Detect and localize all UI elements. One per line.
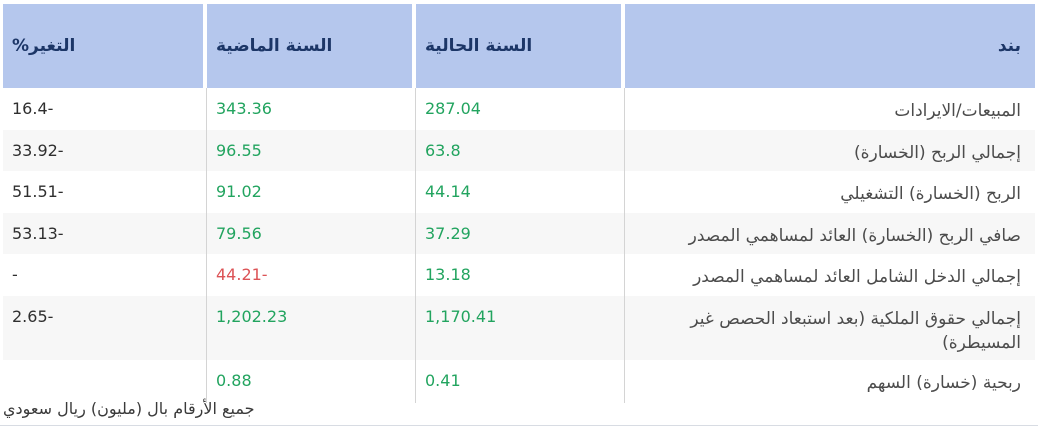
change-percent-value: 2.65- [3,296,207,360]
value-text: 51.51- [12,182,64,201]
row-item-label: إجمالي حقوق الملكية (بعد استبعاد الحصص غ… [690,309,1021,353]
header-change-percent-label: التغير% [12,36,76,56]
table-header-row: بند السنة الحالية السنة الماضية التغير% [3,4,1035,88]
current-year-value: 44.14 [416,171,625,213]
row-item-label: إجمالي الربح (الخسارة) [854,143,1021,163]
current-year-value: 37.29 [416,213,625,254]
value-text: 96.55 [216,141,262,160]
value-text: 0.41 [425,371,461,390]
value-text: 33.92- [12,141,64,160]
value-text: 79.56 [216,224,262,243]
value-text: 343.36 [216,99,272,118]
value-text: 44.21- [216,265,268,284]
value-text: 0.88 [216,371,252,390]
row-item-label: المبيعات/الايرادات [894,101,1021,121]
change-percent-value: 51.51- [3,171,207,213]
change-percent-value: 16.4- [3,88,207,130]
value-text: 13.18 [425,265,471,284]
previous-year-value: 1,202.23 [207,296,416,360]
change-percent-value [3,360,207,403]
previous-year-value: 79.56 [207,213,416,254]
header-item: بند [625,4,1035,88]
header-change-percent: التغير% [3,4,207,88]
value-text: 1,170.41 [425,307,497,326]
header-previous-year: السنة الماضية [207,4,416,88]
table-row-gross-profit: إجمالي الربح (الخسارة) 63.8 96.55 33.92- [3,130,1035,171]
value-text: 44.14 [425,182,471,201]
previous-year-value: 44.21- [207,254,416,296]
current-year-value: 1,170.41 [416,296,625,360]
table-row-comprehensive-income: إجمالي الدخل الشامل العائد لمساهمي المصد… [3,254,1035,296]
current-year-value: 13.18 [416,254,625,296]
row-item-label: الربح (الخسارة) التشغيلي [840,184,1021,204]
row-item-label: إجمالي الدخل الشامل العائد لمساهمي المصد… [693,267,1021,287]
table-row-total-equity: إجمالي حقوق الملكية (بعد استبعاد الحصص غ… [3,296,1035,360]
table-row-revenues: المبيعات/الايرادات 287.04 343.36 16.4- [3,88,1035,130]
units-footnote: جميع الأرقام بال (مليون) ريال سعودي [3,399,255,418]
value-text: 287.04 [425,99,481,118]
value-text: - [12,265,18,284]
financial-summary-table: بند السنة الحالية السنة الماضية التغير% … [3,4,1035,403]
row-item-label: ربحية (خسارة) السهم [866,373,1021,393]
current-year-value: 63.8 [416,130,625,171]
header-previous-year-label: السنة الماضية [216,36,333,56]
previous-year-value: 343.36 [207,88,416,130]
header-current-year: السنة الحالية [416,4,625,88]
previous-year-value: 96.55 [207,130,416,171]
change-percent-value: 53.13- [3,213,207,254]
current-year-value: 287.04 [416,88,625,130]
previous-year-value: 91.02 [207,171,416,213]
table-row-operating-profit: الربح (الخسارة) التشغيلي 44.14 91.02 51.… [3,171,1035,213]
previous-year-value: 0.88 [207,360,416,403]
value-text: 37.29 [425,224,471,243]
row-item-label: صافي الربح (الخسارة) العائد لمساهمي المص… [688,226,1021,246]
value-text: 16.4- [12,99,54,118]
header-current-year-label: السنة الحالية [425,36,533,56]
value-text: 53.13- [12,224,64,243]
table-row-net-profit: صافي الربح (الخسارة) العائد لمساهمي المص… [3,213,1035,254]
current-year-value: 0.41 [416,360,625,403]
change-percent-value: 33.92- [3,130,207,171]
change-percent-value: - [3,254,207,296]
table-row-earnings-per-share: ربحية (خسارة) السهم 0.41 0.88 [3,360,1035,403]
value-text: 63.8 [425,141,461,160]
header-item-label: بند [997,36,1021,56]
value-text: 91.02 [216,182,262,201]
bottom-divider [0,425,1038,426]
value-text: 1,202.23 [216,307,288,326]
value-text: 2.65- [12,307,54,326]
